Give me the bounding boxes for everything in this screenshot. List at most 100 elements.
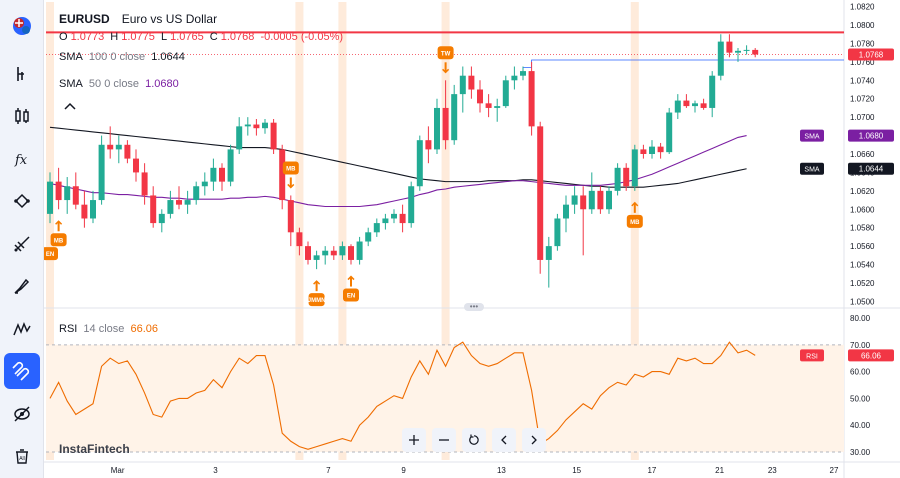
time-tick-label: 3 bbox=[213, 466, 218, 475]
close-value: 1.0768 bbox=[220, 31, 255, 43]
pattern-icon[interactable] bbox=[4, 311, 40, 347]
chart-canvas[interactable]: 1.0820 1.0800 1.0780 1.0760 1.0740 1.0720 1.07… bbox=[44, 0, 900, 478]
zoom-out-button[interactable] bbox=[432, 428, 456, 452]
shapes-icon[interactable] bbox=[4, 183, 40, 219]
cursor-icon[interactable] bbox=[4, 56, 40, 92]
signal-label: JMMN bbox=[308, 298, 326, 304]
sma100-legend[interactable]: SMA 100 0 close 1.0644 bbox=[59, 51, 188, 63]
signal-arrowhead bbox=[442, 68, 450, 74]
candle-body bbox=[399, 213, 406, 224]
rsi-legend[interactable]: RSI 14 close 66.06 bbox=[59, 323, 161, 335]
plus-icon bbox=[409, 435, 419, 445]
candle-body bbox=[692, 103, 698, 107]
candle-body bbox=[124, 144, 131, 159]
flag-icon[interactable] bbox=[4, 8, 40, 44]
reset-icon bbox=[469, 434, 479, 445]
sma100-value: 1.0644 bbox=[151, 51, 185, 63]
collapse-legend-icon[interactable] bbox=[60, 99, 80, 113]
price-tick-label: 1.0580 bbox=[850, 224, 875, 233]
time-tick-label: 27 bbox=[830, 466, 839, 475]
rsi-tick-label: 30.00 bbox=[850, 448, 871, 457]
candle-body bbox=[279, 149, 286, 201]
candle-body bbox=[649, 146, 655, 154]
candle-body bbox=[348, 246, 354, 260]
candle-body bbox=[623, 167, 630, 187]
scroll-left-button[interactable] bbox=[492, 428, 516, 452]
time-tick-label: 17 bbox=[647, 466, 656, 475]
candle-body bbox=[717, 41, 724, 76]
sma100-params: 100 0 close bbox=[88, 51, 146, 63]
magnet-icon[interactable] bbox=[4, 353, 40, 389]
time-tick-label: 23 bbox=[768, 466, 777, 475]
signal-arrowhead bbox=[313, 280, 321, 285]
candle-body bbox=[502, 80, 509, 107]
candle-body bbox=[201, 181, 208, 187]
watermark: InstaFintech bbox=[59, 442, 130, 456]
price-tick-label: 1.0820 bbox=[850, 3, 875, 12]
price-tick-label: 1.0620 bbox=[850, 187, 875, 196]
candle-body bbox=[365, 232, 372, 242]
candle-body bbox=[47, 181, 53, 214]
pane-resize-handle[interactable]: ••• bbox=[464, 303, 484, 311]
low-label: L bbox=[160, 31, 168, 43]
candle-body bbox=[107, 144, 114, 150]
candle-body bbox=[133, 158, 139, 173]
sma100-price-tag-bg bbox=[800, 162, 824, 175]
close-label: C bbox=[209, 31, 218, 43]
candle-body bbox=[141, 172, 148, 196]
price-tick-label: 1.0660 bbox=[850, 150, 875, 159]
signal-badge bbox=[282, 161, 299, 175]
candle-body bbox=[451, 94, 458, 141]
symbol-ticker: EURUSD bbox=[59, 12, 110, 26]
candle-body bbox=[287, 200, 294, 233]
ruler-icon[interactable] bbox=[4, 226, 40, 262]
candle-body bbox=[425, 140, 432, 150]
candle-body bbox=[563, 204, 569, 219]
open-value: 1.0773 bbox=[70, 31, 105, 43]
rsi-tick-label: 40.00 bbox=[850, 421, 871, 430]
signal-label: TW bbox=[441, 51, 451, 57]
candle-body bbox=[391, 213, 397, 219]
candle-body bbox=[90, 200, 96, 219]
candle-body bbox=[81, 204, 88, 219]
candle-body bbox=[554, 218, 561, 247]
candle-body bbox=[210, 167, 217, 182]
candle-body bbox=[408, 186, 415, 224]
zoom-in-button[interactable] bbox=[402, 428, 426, 452]
candle-body bbox=[735, 50, 741, 53]
time-tick-label: 9 bbox=[401, 466, 406, 475]
current-price-badge-bg bbox=[848, 48, 894, 61]
scroll-right-button[interactable] bbox=[522, 428, 546, 452]
sma100-price-badge: 1.0644 bbox=[859, 165, 884, 174]
candle-body bbox=[64, 186, 71, 201]
rsi-value: 66.06 bbox=[130, 323, 158, 335]
price-tick-label: 1.0800 bbox=[850, 21, 875, 30]
signal-label: EN bbox=[347, 294, 355, 300]
highlight-band bbox=[441, 2, 450, 460]
rsi-current-badge: 66.06 bbox=[861, 351, 882, 360]
price-tick-label: 1.0600 bbox=[850, 205, 875, 214]
price-tick-label: 1.0540 bbox=[850, 261, 875, 270]
signal-arrowhead bbox=[631, 201, 639, 207]
candles-icon[interactable] bbox=[4, 98, 40, 134]
candle-body bbox=[219, 167, 225, 182]
rsi-tick-label: 60.00 bbox=[850, 368, 871, 377]
reset-chart-button[interactable] bbox=[462, 428, 486, 452]
trash-icon[interactable]: All bbox=[4, 438, 40, 474]
signal-arrowhead bbox=[55, 220, 63, 225]
sma50-legend[interactable]: SMA 50 0 close 1.0680 bbox=[59, 78, 182, 90]
candle-body bbox=[373, 223, 380, 233]
candle-body bbox=[55, 181, 62, 201]
chart-area[interactable]: 1.0820 1.0800 1.0780 1.0760 1.0740 1.0720 1.07… bbox=[44, 0, 900, 478]
candle-body bbox=[528, 71, 535, 127]
signal-badge bbox=[626, 214, 643, 228]
sma50-price-badge: 1.0680 bbox=[859, 132, 884, 141]
sma50-line bbox=[49, 135, 747, 208]
candle-body bbox=[262, 122, 268, 129]
eye-icon[interactable] bbox=[4, 396, 40, 432]
brush-icon[interactable] bbox=[4, 268, 40, 304]
fx-icon[interactable]: fx bbox=[4, 141, 40, 177]
high-level-line bbox=[523, 59, 844, 68]
price-tick-label: 1.0520 bbox=[850, 279, 875, 288]
rsi-params: 14 close bbox=[83, 323, 125, 335]
